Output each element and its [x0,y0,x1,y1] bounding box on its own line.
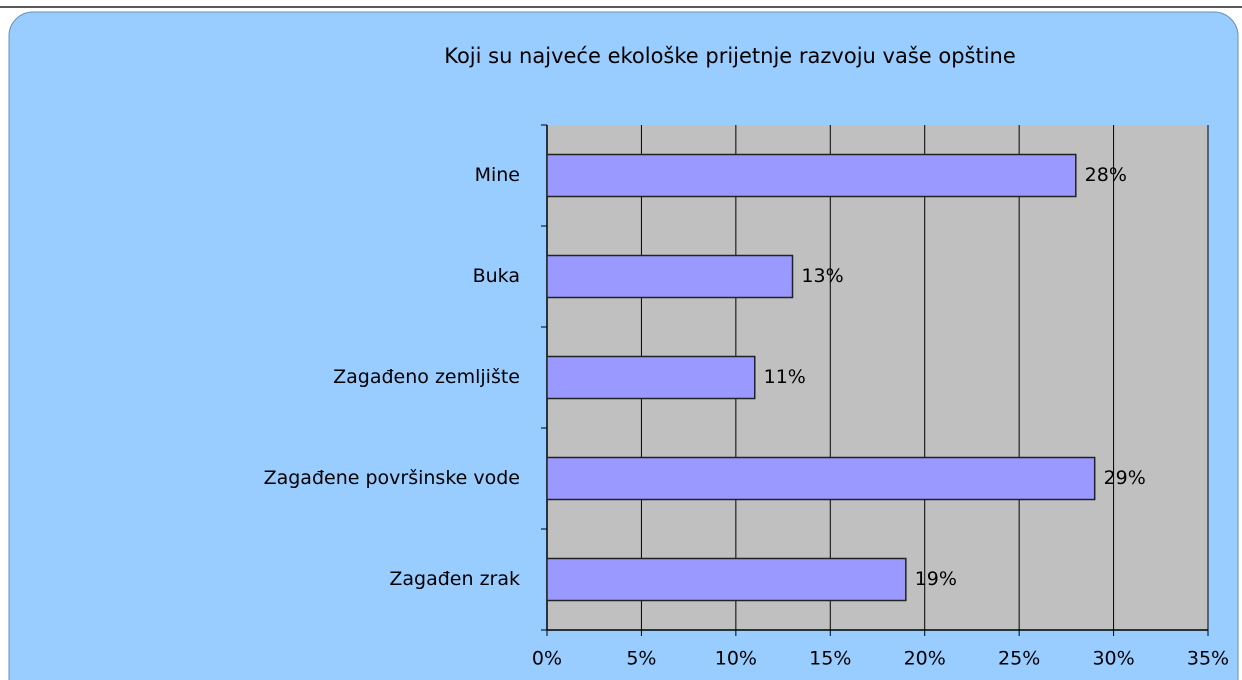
y-tick-label: Zagađene površinske vode [264,467,520,489]
y-tick-label: Buka [473,265,520,287]
value-label: 13% [801,265,843,287]
bar [546,355,756,400]
y-tick-label: Zagađeno zemljište [333,366,520,388]
x-tick-label: 35% [1187,648,1229,670]
value-label: 29% [1104,467,1146,489]
x-tick-label: 15% [809,648,851,670]
x-tick-label: 25% [998,648,1040,670]
value-label: 11% [764,366,806,388]
bar [546,557,907,602]
x-tick-label: 20% [904,648,946,670]
x-tick-label: 5% [626,648,656,670]
bar [546,153,1077,198]
x-tick-label: 10% [715,648,757,670]
value-label: 28% [1085,164,1127,186]
chart-title: Koji su najveće ekološke prijetnje razvo… [444,44,1016,68]
bar [546,254,794,299]
y-tick-label: Zagađen zrak [389,568,520,590]
x-tick-label: 30% [1092,648,1134,670]
value-label: 19% [915,568,957,590]
x-tick-label: 0% [532,648,562,670]
y-tick-label: Mine [475,164,520,186]
bar [546,456,1096,501]
